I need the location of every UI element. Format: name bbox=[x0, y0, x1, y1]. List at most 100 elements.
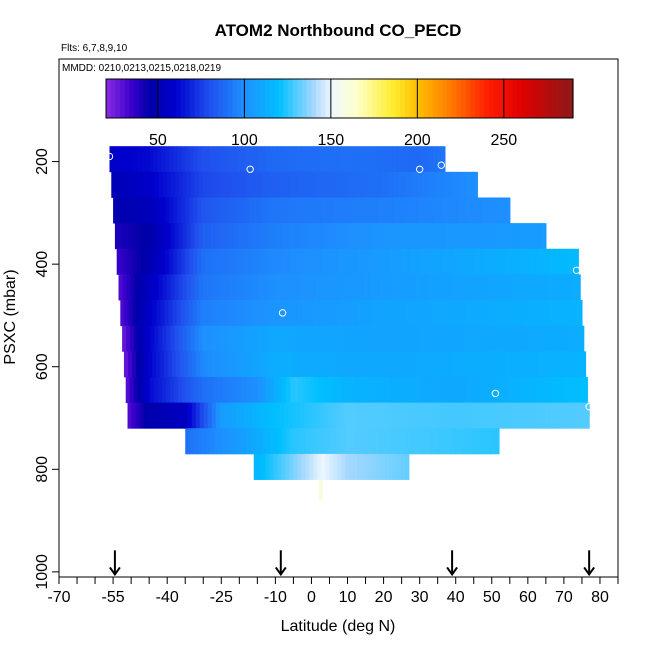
heatmap-cell bbox=[429, 171, 435, 198]
heatmap-cell bbox=[153, 197, 158, 224]
heatmap-cell bbox=[113, 197, 118, 224]
heatmap-cell bbox=[198, 325, 203, 352]
heatmap-cell bbox=[377, 248, 383, 275]
heatmap-cell bbox=[236, 351, 241, 378]
heatmap-cell bbox=[294, 223, 300, 250]
heatmap-cell bbox=[404, 453, 410, 480]
heatmap-cell bbox=[253, 428, 259, 455]
markers-layer bbox=[105, 152, 593, 411]
heatmap-cell bbox=[337, 453, 342, 480]
heatmap-cell bbox=[367, 274, 372, 301]
heatmap-cell bbox=[511, 274, 517, 301]
heatmap-cell bbox=[497, 223, 503, 250]
heatmap-cell bbox=[481, 300, 487, 327]
heatmap-cell bbox=[218, 376, 223, 404]
heatmap-cell bbox=[425, 171, 431, 198]
heatmap-cell bbox=[205, 428, 210, 455]
heatmap-cell bbox=[229, 428, 235, 455]
heatmap-cell bbox=[256, 351, 261, 378]
heatmap-cell bbox=[516, 402, 522, 429]
heatmap-cell bbox=[441, 248, 447, 275]
heatmap-cell bbox=[585, 402, 590, 429]
colorbar-swatch bbox=[283, 79, 289, 118]
heatmap-cell bbox=[317, 453, 322, 480]
heatmap-cell bbox=[374, 428, 379, 455]
flight-arrow-head bbox=[274, 566, 287, 577]
heatmap-cell bbox=[180, 300, 186, 327]
heatmap-cell bbox=[543, 376, 548, 404]
heatmap-cell bbox=[226, 376, 231, 404]
heatmap-cell bbox=[389, 248, 395, 275]
heatmap-cell bbox=[356, 351, 362, 378]
heatmap-cell bbox=[245, 146, 250, 173]
heatmap-cell bbox=[404, 402, 410, 429]
heatmap-cell bbox=[333, 197, 339, 224]
heatmap-cell bbox=[377, 300, 382, 327]
heatmap-cell bbox=[377, 171, 383, 198]
heatmap-cell bbox=[201, 197, 206, 224]
sample-marker bbox=[437, 161, 445, 169]
heatmap-cell bbox=[128, 300, 133, 327]
heatmap-cell bbox=[491, 274, 497, 301]
heatmap-cell bbox=[429, 197, 435, 224]
heatmap-cell bbox=[308, 351, 314, 378]
heatmap-cell bbox=[473, 351, 478, 378]
heatmap-cell bbox=[253, 453, 259, 480]
heatmap-cell bbox=[160, 248, 166, 275]
heatmap-cell bbox=[262, 376, 267, 404]
colorbar-swatch bbox=[437, 79, 443, 118]
heatmap-cell bbox=[137, 376, 143, 404]
heatmap-cell bbox=[182, 325, 187, 352]
heatmap-cell bbox=[405, 248, 411, 275]
heatmap-cell bbox=[315, 274, 320, 301]
heatmap-cell bbox=[325, 248, 331, 275]
heatmap-cell bbox=[207, 402, 213, 429]
heatmap-cell bbox=[302, 223, 308, 250]
heatmap-cell bbox=[214, 325, 220, 352]
heatmap-cell bbox=[185, 376, 191, 404]
heatmap-cell bbox=[511, 376, 516, 404]
heatmap-cell bbox=[381, 146, 386, 173]
heatmap-cell bbox=[559, 325, 565, 352]
heatmap-cell bbox=[379, 325, 384, 352]
heatmap-cell bbox=[493, 197, 499, 224]
heatmap-cell bbox=[268, 402, 273, 429]
heatmap-cell bbox=[189, 146, 194, 173]
colorbar-swatch bbox=[390, 79, 397, 118]
heatmap-cell bbox=[218, 171, 224, 198]
heatmap-cell bbox=[242, 274, 248, 301]
heatmap-cell bbox=[322, 376, 328, 404]
heatmap-cell bbox=[361, 146, 366, 173]
heatmap-cell bbox=[169, 197, 174, 224]
colorbar-tick-label: 50 bbox=[149, 132, 167, 149]
heatmap-cell bbox=[332, 402, 337, 429]
heatmap-cell bbox=[388, 351, 394, 378]
heatmap-cell bbox=[454, 428, 460, 455]
heatmap-cell bbox=[364, 351, 370, 378]
heatmap-cell bbox=[483, 325, 488, 352]
heatmap-cell bbox=[335, 274, 340, 301]
chart-title: ATOM2 Northbound CO_PECD bbox=[215, 21, 462, 40]
heatmap-cell bbox=[405, 197, 411, 224]
heatmap-cell bbox=[289, 453, 295, 480]
heatmap-cell bbox=[491, 325, 497, 352]
colorbar-swatch bbox=[521, 79, 527, 118]
heatmap-cell bbox=[410, 428, 416, 455]
heatmap-cell bbox=[170, 325, 175, 352]
heatmap-cell bbox=[170, 274, 176, 301]
heatmap-cell bbox=[155, 171, 160, 198]
heatmap-cell bbox=[136, 248, 142, 275]
heatmap-cell bbox=[174, 223, 180, 250]
heatmap-cell bbox=[567, 376, 572, 404]
heatmap-cell bbox=[297, 453, 303, 480]
heatmap-cell bbox=[342, 171, 347, 198]
heatmap-cell bbox=[471, 274, 477, 301]
heatmap-cell bbox=[214, 274, 220, 301]
heatmap-cell bbox=[225, 248, 230, 275]
heatmap-cell bbox=[520, 402, 526, 429]
heatmap-cell bbox=[116, 248, 122, 275]
heatmap-cell bbox=[366, 428, 371, 455]
heatmap-cell bbox=[388, 402, 394, 429]
heatmap-cell bbox=[198, 171, 204, 198]
heatmap-cell bbox=[341, 248, 347, 275]
